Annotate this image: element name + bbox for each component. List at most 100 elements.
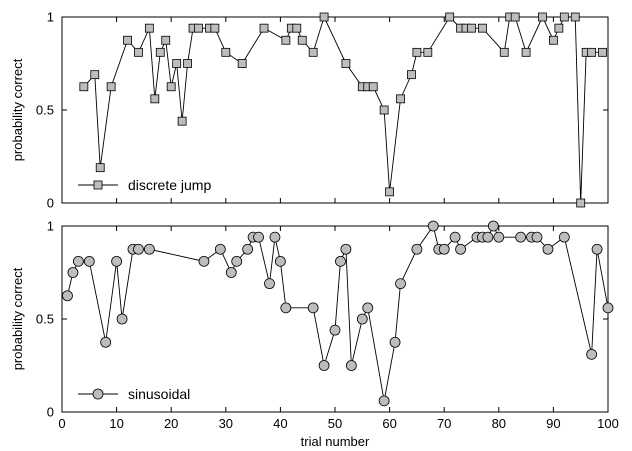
x-tick-label: 20 xyxy=(164,416,178,431)
data-point xyxy=(576,198,586,208)
data-point xyxy=(237,59,247,68)
data-point xyxy=(198,255,210,267)
x-tick-label: 70 xyxy=(437,416,451,431)
data-point xyxy=(166,82,176,92)
data-point xyxy=(134,47,143,57)
data-point xyxy=(587,47,597,57)
data-point xyxy=(183,59,192,68)
y-axis-label: probability correct xyxy=(10,267,25,370)
data-point xyxy=(253,231,264,243)
y-tick-label: 0.5 xyxy=(36,103,54,118)
y-axis-label: probability correct xyxy=(10,58,25,161)
data-point xyxy=(493,231,505,243)
x-tick-label: 60 xyxy=(382,416,396,431)
data-point xyxy=(242,243,254,255)
data-point xyxy=(385,187,395,197)
data-point xyxy=(340,243,352,255)
data-point xyxy=(307,302,319,314)
plot-frame xyxy=(61,225,609,413)
data-point xyxy=(100,336,112,348)
y-tick-label: 0.5 xyxy=(36,312,54,327)
data-point xyxy=(487,220,499,232)
legend-label: discrete jump xyxy=(128,177,211,193)
data-point xyxy=(210,23,220,33)
data-point xyxy=(318,360,330,371)
data-point xyxy=(150,94,160,104)
data-point xyxy=(531,231,543,243)
data-point xyxy=(161,35,171,45)
data-point xyxy=(467,23,476,33)
top-panel-discrete-jump: 0 0.5 1 probability correct discrete jump xyxy=(10,10,609,211)
data-point xyxy=(345,360,357,371)
data-point xyxy=(362,302,374,314)
x-tick-label: 80 xyxy=(492,416,506,431)
data-point xyxy=(221,47,231,57)
y-tick-label: 1 xyxy=(47,10,54,25)
data-point xyxy=(281,35,291,45)
data-point xyxy=(269,231,281,243)
data-point xyxy=(116,313,128,325)
data-point xyxy=(259,23,269,33)
data-point xyxy=(378,395,390,407)
data-point xyxy=(123,35,132,45)
data-point xyxy=(144,23,154,33)
data-point xyxy=(280,302,292,314)
data-point xyxy=(172,59,182,68)
data-point xyxy=(214,243,226,255)
data-point xyxy=(368,82,378,92)
legend-marker xyxy=(92,388,104,400)
data-point xyxy=(329,324,341,336)
data-point xyxy=(478,23,487,33)
data-point xyxy=(67,267,79,278)
data-point xyxy=(194,23,203,33)
x-axis-label: trial number xyxy=(301,434,370,449)
data-point xyxy=(72,255,84,267)
data-point xyxy=(449,231,461,243)
data-point xyxy=(598,47,607,57)
data-point xyxy=(510,12,520,22)
x-tick-label: 100 xyxy=(597,416,619,431)
y-tick-label: 1 xyxy=(47,219,54,234)
data-point xyxy=(133,243,144,255)
data-point xyxy=(586,348,598,360)
data-point xyxy=(549,35,558,45)
data-point xyxy=(297,35,307,45)
data-point xyxy=(412,47,422,57)
data-point xyxy=(389,336,401,348)
data-point xyxy=(445,12,455,22)
data-point xyxy=(379,105,389,115)
legend-marker xyxy=(93,180,103,190)
data-point xyxy=(515,231,527,243)
x-tick-label: 10 xyxy=(109,416,123,431)
legend-label: sinusoidal xyxy=(128,386,190,402)
data-point xyxy=(356,313,368,325)
data-point xyxy=(411,243,423,255)
data-point xyxy=(231,255,243,267)
data-point xyxy=(455,243,466,255)
data-point xyxy=(542,243,554,255)
data-point xyxy=(62,290,73,302)
y-tick-label: 0 xyxy=(47,196,54,211)
x-tick-label: 40 xyxy=(273,416,287,431)
data-point xyxy=(90,70,100,80)
x-tick-label: 50 xyxy=(328,416,342,431)
data-point xyxy=(155,47,165,57)
data-point xyxy=(292,23,302,33)
data-point xyxy=(570,12,580,22)
data-point xyxy=(106,82,116,92)
data-point xyxy=(554,23,564,33)
data-point xyxy=(538,12,547,22)
data-point xyxy=(83,255,95,267)
data-point xyxy=(177,116,187,126)
data-point xyxy=(591,243,603,255)
data-point xyxy=(264,278,275,290)
data-point xyxy=(95,163,105,173)
x-tick-label: 30 xyxy=(219,416,233,431)
data-point xyxy=(79,82,89,92)
data-point xyxy=(395,278,406,290)
data-point xyxy=(319,12,329,22)
data-point xyxy=(602,302,614,314)
data-point xyxy=(225,267,237,278)
bottom-panel-sinusoidal: 0 10 20 30 40 50 60 70 80 90 100 0 0.5 1 probability c… xyxy=(10,219,619,450)
